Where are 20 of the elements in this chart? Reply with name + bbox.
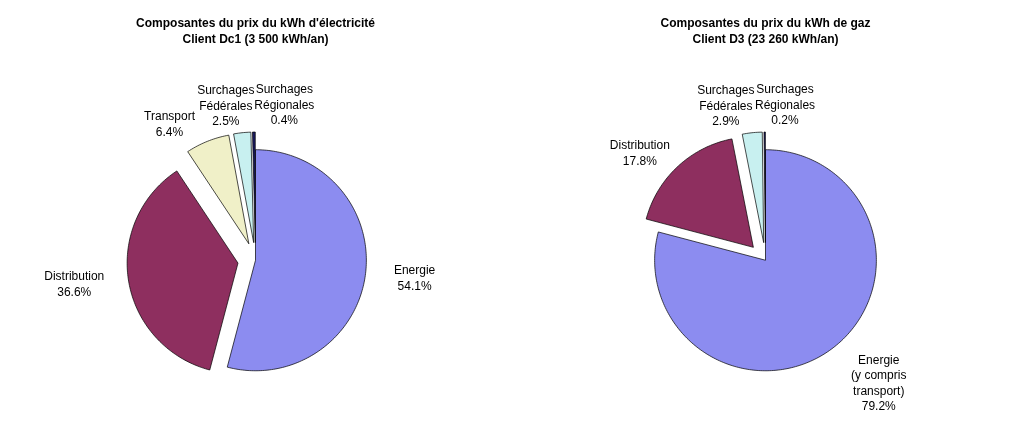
slice-label: Surchages Fédérales xyxy=(197,83,255,113)
slice-label: Surchages Régionales xyxy=(254,82,315,112)
data-label: 0.2% xyxy=(771,113,800,128)
data-label: 54.1% xyxy=(397,278,432,293)
data-label: 2.5% xyxy=(212,114,240,129)
chart-title: Composantes du prix du kWh de gaz Client D3 (23 260 kWh/an) xyxy=(660,15,871,47)
slice-label: Energie (y compris transport) xyxy=(851,352,907,398)
data-label: 2.9% xyxy=(712,114,740,129)
data-label: 17.8% xyxy=(622,153,658,168)
slice-label: Surchages Fédérales xyxy=(697,83,755,113)
data-label: 36.6% xyxy=(57,284,92,299)
slice-label: Distribution xyxy=(44,269,105,284)
slice-label: Surchages Régionales xyxy=(755,82,816,112)
data-label: 79.2% xyxy=(861,399,897,414)
chart-title: Composantes du prix du kWh d'électricité Client Dc1 (3 500 kWh/an) xyxy=(136,15,376,47)
slice-label: Energie xyxy=(393,263,436,278)
slice-label: Transport xyxy=(144,109,196,124)
data-label: 0.4% xyxy=(270,113,299,128)
data-label: 6.4% xyxy=(155,124,184,139)
slice-label: Distribution xyxy=(609,138,670,153)
